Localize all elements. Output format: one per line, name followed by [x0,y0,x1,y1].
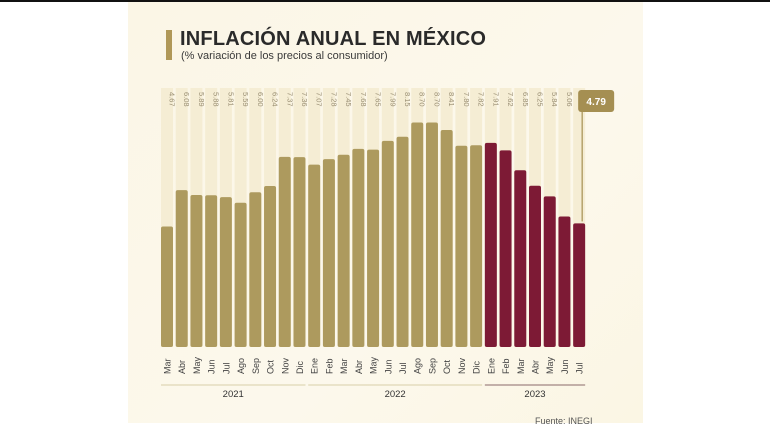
month-label: Nov [280,357,290,374]
year-label: 2022 [385,389,406,400]
value-label: 6.00 [256,92,265,107]
value-label: 6.24 [271,92,280,107]
month-label: Ago [236,358,246,374]
month-label: Jun [560,359,570,374]
month-label: Mar [516,358,526,374]
value-label: 7.80 [462,92,471,107]
value-label: 5.89 [197,92,206,107]
month-label: Jul [398,362,408,374]
value-label: 5.84 [550,92,559,107]
month-label: Sep [251,358,261,374]
month-label: Abr [531,360,541,374]
bar-2021-abr [175,190,188,347]
year-label: 2021 [223,389,244,400]
callout-badge [578,90,615,112]
bar-2022-dic [470,145,483,347]
bar-2022-may [367,149,380,347]
month-label: May [369,356,379,374]
value-label: 7.65 [374,92,383,107]
month-label: Dic [295,361,305,374]
value-label: 8.70 [432,92,441,107]
bar-2022-ene [308,164,321,347]
value-label: 7.99 [388,92,397,107]
value-label: 7.45 [344,92,353,107]
bar-2023-mar [514,170,527,347]
bar-2022-oct [440,130,453,347]
bar-2022-nov [455,145,468,347]
bar-2023-ene [484,142,497,347]
title-accent-bar [166,30,172,60]
month-label: Oct [442,359,452,374]
bar-2021-oct [264,186,277,347]
month-label: Jun [207,359,217,374]
month-label: Jun [383,359,393,374]
value-label: 5.88 [212,92,221,107]
value-label: 7.68 [359,92,368,107]
value-label: 7.36 [300,92,309,107]
bar-2021-dic [293,157,306,347]
year-label: 2023 [524,389,545,400]
bar-2022-sep [425,122,438,347]
chart-subtitle: (% variación de los precios al consumido… [181,50,388,62]
value-label: 4.67 [168,92,177,107]
bar-2022-feb [322,159,335,347]
value-label: 8.15 [403,92,412,107]
bar-2021-nov [278,156,291,347]
bar-2023-jun [558,216,571,347]
value-label: 6.08 [182,92,191,107]
month-label: Abr [177,360,187,374]
value-label: 7.07 [315,92,324,107]
month-label: Jul [575,362,585,374]
month-label: Jul [221,362,231,374]
bar-2021-mar [161,226,173,347]
value-label: 7.82 [477,92,486,107]
month-label: Feb [324,358,334,374]
value-label: 8.70 [418,92,427,107]
value-label: 6.25 [536,92,545,107]
month-label: Mar [163,358,173,374]
month-label: Ago [413,358,423,374]
chart-title: INFLACIÓN ANUAL EN MÉXICO [180,28,487,50]
bar-2021-may [190,195,203,347]
month-label: Dic [472,361,482,374]
value-label: 7.28 [329,92,338,107]
bar-2022-ago [411,122,424,347]
value-label: 7.91 [491,92,500,107]
value-label: 8.41 [447,92,456,107]
bar-2023-feb [499,150,512,347]
bar-2021-jun [205,195,218,347]
bar-2022-jul [396,136,409,347]
bar-2023-jul [573,223,586,347]
month-label: Ene [486,358,496,374]
value-label: 5.81 [226,92,235,107]
bar-2021-jul [219,197,232,347]
month-label: Oct [266,359,276,374]
bar-2022-jun [381,140,394,347]
bar-2022-mar [337,154,350,347]
value-label: 7.62 [506,92,515,107]
month-label: Abr [354,360,364,374]
bar-2023-abr [529,185,541,347]
month-label: May [545,356,555,374]
month-label: Sep [427,358,437,374]
month-label: Mar [339,358,349,374]
bar-2023-may [543,196,556,347]
top-border [0,0,770,2]
month-label: May [192,356,202,374]
bar-2021-sep [249,192,262,347]
month-label: Nov [457,357,467,374]
value-label: 7.37 [285,92,294,107]
value-label: 6.85 [521,92,530,107]
value-label: 5.06 [565,92,574,107]
month-label: Ene [310,358,320,374]
month-label: Feb [501,358,511,374]
bar-2021-ago [234,202,247,347]
source-note: Fuente: INEGI [535,416,593,426]
callout-value: 4.79 [586,97,606,108]
bar-2022-abr [352,148,365,347]
value-label: 5.59 [241,92,250,107]
